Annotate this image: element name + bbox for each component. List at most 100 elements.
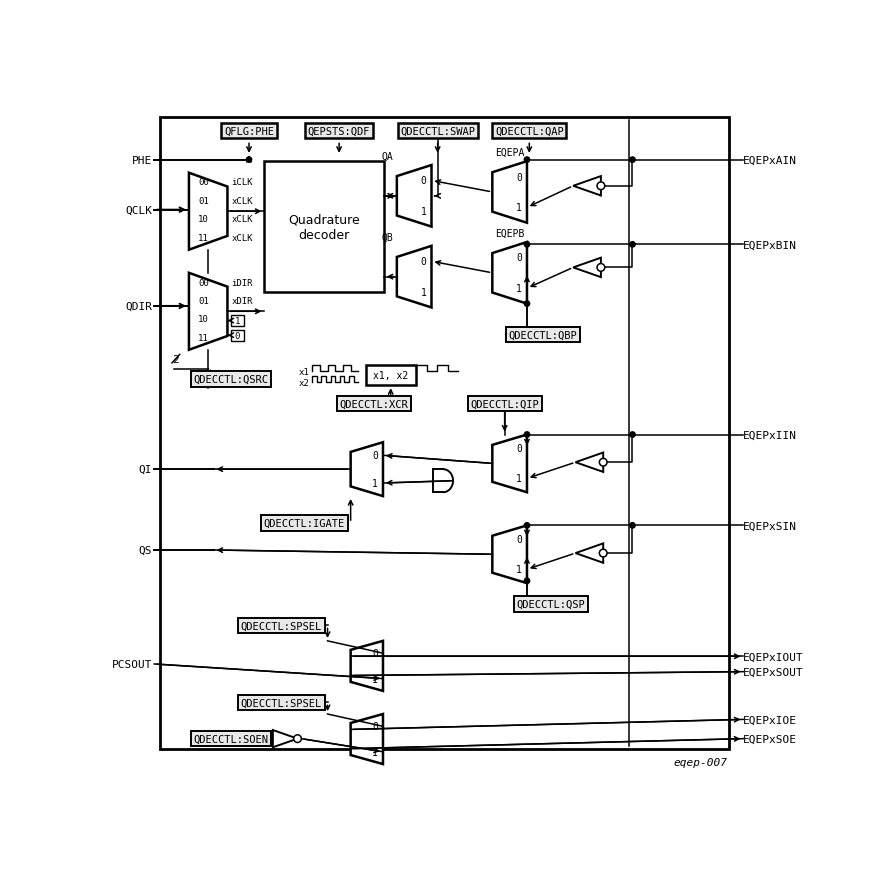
Text: EQEPxSOE: EQEPxSOE <box>743 733 796 744</box>
Text: 0: 0 <box>420 257 426 267</box>
Circle shape <box>524 242 529 248</box>
Text: EQEPxIOE: EQEPxIOE <box>743 714 796 725</box>
Text: 01: 01 <box>198 196 209 206</box>
Polygon shape <box>573 177 600 196</box>
Text: 2: 2 <box>172 355 179 365</box>
Text: EQEPA: EQEPA <box>495 148 524 158</box>
Text: QDECCTL:QSP: QDECCTL:QSP <box>516 600 585 609</box>
Polygon shape <box>350 442 382 496</box>
Text: 00: 00 <box>198 178 209 187</box>
Circle shape <box>596 182 604 190</box>
Circle shape <box>524 523 529 528</box>
Circle shape <box>293 735 301 743</box>
Text: 1: 1 <box>372 746 378 757</box>
Bar <box>264 162 383 293</box>
Polygon shape <box>492 526 526 583</box>
Text: QEPSTS:QDF: QEPSTS:QDF <box>308 126 370 136</box>
Text: x2: x2 <box>299 378 310 388</box>
Text: EQEPB: EQEPB <box>495 229 524 238</box>
Text: QDECCTL:XCR: QDECCTL:XCR <box>339 399 408 409</box>
Text: 1: 1 <box>372 673 378 684</box>
Text: QDECCTL:SWAP: QDECCTL:SWAP <box>400 126 474 136</box>
Text: 01: 01 <box>198 296 209 306</box>
Polygon shape <box>189 174 227 250</box>
Text: 0: 0 <box>516 444 522 454</box>
Text: QA: QA <box>381 151 393 162</box>
Circle shape <box>629 523 634 528</box>
Text: 00: 00 <box>198 278 209 288</box>
Text: QI: QI <box>139 465 152 474</box>
Polygon shape <box>574 453 602 473</box>
Text: 1: 1 <box>516 203 522 213</box>
Text: 1: 1 <box>516 284 522 294</box>
Text: iDIR: iDIR <box>231 278 253 288</box>
Text: 1: 1 <box>372 479 378 488</box>
Text: PHE: PHE <box>132 156 152 165</box>
Text: EQEPxBIN: EQEPxBIN <box>743 240 796 250</box>
Text: QDECCTL:IGATE: QDECCTL:IGATE <box>263 519 345 528</box>
Circle shape <box>629 158 634 163</box>
Text: QDECCTL:QAP: QDECCTL:QAP <box>495 126 563 136</box>
Text: QDECCTL:QIP: QDECCTL:QIP <box>470 399 538 409</box>
Polygon shape <box>492 162 526 223</box>
Text: 0: 0 <box>372 648 378 659</box>
Text: eqep-007: eqep-007 <box>674 757 727 766</box>
Polygon shape <box>492 435 526 493</box>
Text: 1: 1 <box>420 207 426 217</box>
Text: xCLK: xCLK <box>231 234 253 242</box>
Text: EQEPxSOUT: EQEPxSOUT <box>743 667 803 677</box>
Text: 1: 1 <box>420 288 426 298</box>
Circle shape <box>599 549 606 557</box>
Text: QCLK: QCLK <box>125 205 152 216</box>
Text: QB: QB <box>381 232 393 242</box>
Polygon shape <box>350 641 382 691</box>
Bar <box>231 315 243 327</box>
Bar <box>160 118 729 749</box>
Text: 10: 10 <box>198 315 209 324</box>
Polygon shape <box>189 274 227 350</box>
Circle shape <box>246 158 252 163</box>
Text: x1, x2: x1, x2 <box>373 371 408 381</box>
Text: QS: QS <box>139 546 152 555</box>
Text: x1: x1 <box>299 368 310 376</box>
Text: 0: 0 <box>234 331 240 341</box>
Polygon shape <box>396 247 431 308</box>
Circle shape <box>524 432 529 438</box>
Text: QDECCTL:QBP: QDECCTL:QBP <box>508 330 577 340</box>
Text: QFLG:PHE: QFLG:PHE <box>224 126 274 136</box>
Text: 1: 1 <box>234 316 240 326</box>
Text: QDECCTL:SPSEL: QDECCTL:SPSEL <box>240 620 322 631</box>
Text: EQEPxAIN: EQEPxAIN <box>743 156 796 165</box>
Polygon shape <box>350 714 382 764</box>
Bar <box>231 330 243 342</box>
Polygon shape <box>396 166 431 228</box>
Polygon shape <box>574 544 602 563</box>
Text: Quadrature
decoder: Quadrature decoder <box>288 214 360 242</box>
Text: QDECCTL:SOEN: QDECCTL:SOEN <box>194 733 268 744</box>
Circle shape <box>599 459 606 467</box>
Text: 0: 0 <box>372 721 378 732</box>
Polygon shape <box>573 258 600 278</box>
Text: 11: 11 <box>198 334 209 342</box>
Text: 1: 1 <box>516 565 522 574</box>
Text: xCLK: xCLK <box>231 196 253 206</box>
Circle shape <box>524 302 529 307</box>
Text: QDECCTL:QSRC: QDECCTL:QSRC <box>194 375 268 385</box>
Circle shape <box>629 242 634 248</box>
Text: 0: 0 <box>420 176 426 186</box>
Polygon shape <box>273 730 297 747</box>
Text: 0: 0 <box>516 253 522 263</box>
Text: 0: 0 <box>516 534 522 545</box>
Text: 1: 1 <box>516 474 522 484</box>
Bar <box>366 366 416 386</box>
Text: EQEPxIIN: EQEPxIIN <box>743 430 796 440</box>
Circle shape <box>524 158 529 163</box>
Text: xDIR: xDIR <box>231 296 253 306</box>
Text: 0: 0 <box>516 172 522 182</box>
Text: iCLK: iCLK <box>231 178 253 187</box>
Circle shape <box>596 264 604 272</box>
Circle shape <box>524 579 529 584</box>
Polygon shape <box>492 242 526 304</box>
Text: EQEPxIOUT: EQEPxIOUT <box>743 652 803 661</box>
Text: xCLK: xCLK <box>231 216 253 224</box>
